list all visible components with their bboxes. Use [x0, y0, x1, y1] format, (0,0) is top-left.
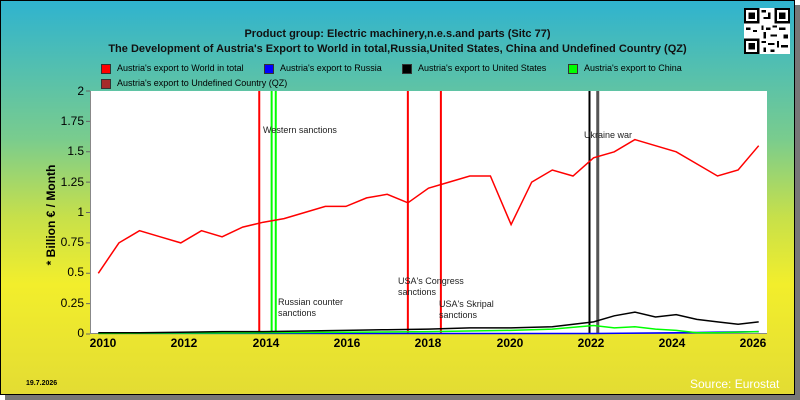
x-tick-label: 2014 [252, 336, 280, 350]
x-tick-label: 2018 [414, 336, 442, 350]
annotation-usa-skripal-sanctions: USA's Skripal sanctions [439, 299, 494, 320]
legend-item-russia: Austria's export to Russia [264, 63, 382, 74]
frame-shadow-bottom [5, 395, 800, 400]
y-tick-label: 0.25 [60, 296, 84, 310]
x-tick-label: 2016 [333, 336, 361, 350]
source-label: Source: Eurostat [690, 377, 780, 391]
legend-item-china: Austria's export to China [568, 63, 682, 74]
x-tick-label: 2026 [739, 336, 767, 350]
y-tick-label: 0.5 [67, 265, 84, 279]
chart-subtitle: The Development of Austria's Export to W… [108, 43, 687, 55]
legend-swatch [264, 63, 274, 74]
legend-swatch [568, 63, 578, 74]
annotation-ukraine-war: Ukraine war [584, 130, 633, 140]
date-stamp: 19.7.2026 [26, 380, 58, 387]
y-tick-label: 1.75 [60, 114, 84, 128]
y-tick-label: 2 [77, 84, 84, 98]
y-tick-label: 0.75 [60, 235, 84, 249]
x-tick-label: 2024 [658, 336, 686, 350]
x-tick-label: 2022 [577, 336, 605, 350]
legend-item-united-states: Austria's export to United States [402, 63, 546, 74]
frame-shadow-right [795, 5, 800, 400]
legend-item-undefined-country: Austria's export to Undefined Country (Q… [101, 78, 287, 89]
legend-item-world: Austria's export to World in total [101, 63, 244, 74]
y-tick-label: 1 [77, 205, 84, 219]
y-tick-label: 0 [77, 326, 84, 340]
series-line-0 [97, 138, 760, 274]
x-tick-label: 2012 [170, 336, 198, 350]
y-tick-label: 1.5 [67, 144, 84, 158]
x-tick-label: 2010 [89, 336, 117, 350]
series-line-2 [98, 324, 759, 335]
legend-swatch [101, 78, 111, 89]
annotation-usa-congress-sanctions: USA's Congress sanctions [398, 276, 464, 297]
qr-code-icon [744, 8, 790, 54]
plot-area [90, 91, 767, 334]
legend-swatch [402, 63, 412, 74]
series-line-1 [98, 311, 759, 334]
chart-title: Product group: Electric machinery,n.e.s.… [244, 28, 551, 40]
annotation-western-sanctions: Western sanctions [263, 125, 337, 135]
annotation-russian-counter-sanctions: Russian counter sanctions [278, 297, 344, 318]
x-tick-label: 2020 [496, 336, 524, 350]
legend-swatch [101, 63, 111, 74]
y-tick-label: 1.25 [60, 175, 84, 189]
